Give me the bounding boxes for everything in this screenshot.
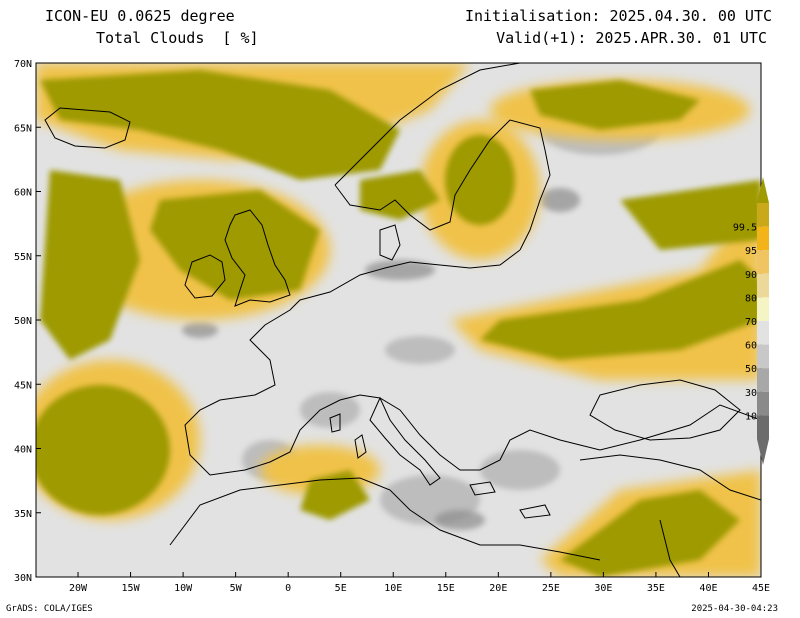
lat-tick-label: 55N (14, 252, 32, 263)
colorbar-swatch (757, 415, 769, 439)
model-title: ICON-EU 0.0625 degree (45, 7, 235, 25)
lon-tick-label: 30E (594, 583, 612, 594)
lon-tick-label: 10W (174, 583, 193, 594)
lon-tick-label: 25E (542, 583, 560, 594)
longitude-axis: 20W 15W 10W 5W 0 5E 10E 15E 20E 25E 30E 35E 40E 45E (69, 572, 770, 594)
colorbar-swatch (757, 391, 769, 416)
field-title: Total Clouds [ %] (96, 29, 259, 47)
colorbar-label: 99.5 (733, 223, 757, 234)
lon-tick-label: 20E (489, 583, 507, 594)
cloud-field (36, 63, 761, 577)
colorbar-label: 10 (745, 411, 757, 422)
valid-time: Valid(+1): 2025.APR.30. 01 UTC (496, 29, 767, 47)
lat-tick-label: 60N (14, 188, 32, 199)
colorbar-label: 50 (745, 364, 757, 375)
lat-tick-label: 35N (14, 509, 32, 520)
latitude-axis: 70N 65N 60N 55N 50N 45N 40N 35N 30N (14, 59, 41, 584)
lon-tick-label: 45E (752, 583, 770, 594)
colorbar-bottom-triangle (757, 439, 769, 465)
colorbar-swatch (757, 344, 769, 369)
lat-tick-label: 30N (14, 573, 32, 584)
colorbar-swatch (757, 273, 769, 298)
coastlines (44, 63, 761, 577)
lat-tick-label: 50N (14, 316, 32, 327)
colorbar-swatch (757, 297, 769, 321)
colorbar-swatch (757, 321, 769, 345)
colorbar: 99.5 95 90 80 70 60 50 30 10 (733, 177, 769, 465)
colorbar-label: 60 (745, 341, 757, 352)
lon-tick-label: 5W (230, 583, 243, 594)
lat-tick-label: 65N (14, 123, 32, 134)
colorbar-top-triangle (757, 177, 769, 203)
initialisation-time: Initialisation: 2025.04.30. 00 UTC (464, 7, 772, 25)
colorbar-swatch (757, 250, 769, 274)
colorbar-swatch (757, 226, 769, 251)
lon-tick-label: 0 (285, 583, 291, 594)
colorbar-label: 80 (745, 293, 757, 304)
colorbar-swatch (757, 368, 769, 392)
lat-tick-label: 40N (14, 445, 32, 456)
footer-credit: GrADS: COLA/IGES (6, 604, 93, 614)
lon-tick-label: 15W (122, 583, 141, 594)
lon-tick-label: 35E (647, 583, 665, 594)
colorbar-label: 70 (745, 317, 757, 328)
lon-tick-label: 5E (335, 583, 347, 594)
lon-tick-label: 20W (69, 583, 88, 594)
lon-tick-label: 15E (437, 583, 455, 594)
footer-timestamp: 2025-04-30-04:23 (691, 604, 778, 614)
colorbar-swatch (757, 203, 769, 227)
lon-tick-label: 10E (384, 583, 402, 594)
lat-tick-label: 45N (14, 380, 32, 391)
colorbar-label: 90 (745, 270, 757, 281)
colorbar-label: 95 (745, 246, 757, 257)
lat-tick-label: 70N (14, 59, 32, 70)
lon-tick-label: 40E (699, 583, 717, 594)
colorbar-label: 30 (745, 388, 757, 399)
